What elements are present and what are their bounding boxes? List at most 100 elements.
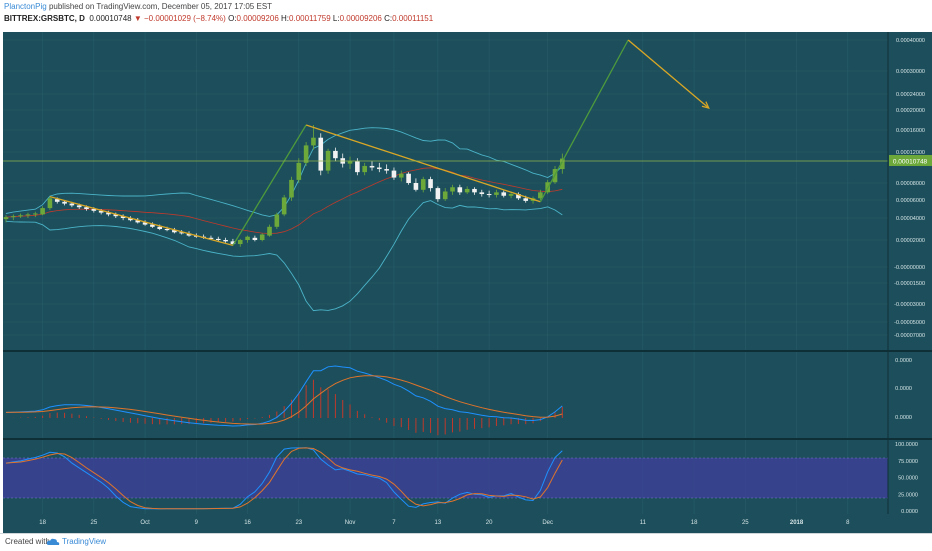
candle xyxy=(457,184,463,195)
stoch-band xyxy=(3,458,888,498)
stoch-tick-label: 25.0000 xyxy=(898,492,918,498)
stochastic-lines xyxy=(5,447,563,510)
price-tick-label: -0.00007000 xyxy=(894,333,925,339)
candle xyxy=(172,227,177,234)
time-axis[interactable]: 18 25 Oct 9 16 23 Nov 7 13 20 Dec 11 18 25 2018 8 xyxy=(39,520,850,526)
candle xyxy=(3,215,9,223)
trend-line[interactable] xyxy=(539,39,629,203)
price-axis[interactable]: 0.00040000 0.00030000 0.00024000 0.00020000… xyxy=(894,38,925,515)
last-price: 0.00010748 xyxy=(89,14,132,23)
chart-header: PlanctonPig published on TradingView.com… xyxy=(0,0,932,30)
candle xyxy=(289,176,294,201)
candle xyxy=(501,190,507,198)
macd-tick-label: 0.0000 xyxy=(895,358,912,364)
author-link[interactable]: PlanctonPig xyxy=(4,2,47,11)
time-tick-label: 8 xyxy=(846,520,850,526)
bollinger-lower xyxy=(5,200,563,312)
grid-lines xyxy=(3,32,888,514)
price-tick-label: 0.00004000 xyxy=(896,216,925,222)
trend-line[interactable] xyxy=(232,124,307,246)
price-tick-label: 0.00016000 xyxy=(896,128,925,134)
open-value: 0.00009206 xyxy=(236,14,279,23)
low-label: L: xyxy=(332,14,340,23)
price-tick-label: 0.00008000 xyxy=(896,181,925,187)
axis-background xyxy=(888,32,932,514)
price-tick-label: -0.00003000 xyxy=(894,302,925,308)
candle xyxy=(538,189,543,200)
candle xyxy=(333,147,338,162)
price-chart[interactable]: 0.00040000 0.00030000 0.00024000 0.00020000… xyxy=(0,30,932,533)
signal-line xyxy=(5,375,563,425)
footer: Created with TradingView xyxy=(0,533,932,551)
tradingview-brand[interactable]: TradingView xyxy=(62,537,107,546)
stoch-d-line xyxy=(5,447,563,510)
symbol-label[interactable]: BITTREX:GRSBTC, D xyxy=(4,14,85,23)
time-tick-label: 25 xyxy=(742,520,749,526)
tradingview-cloud-icon xyxy=(46,538,60,545)
candle xyxy=(135,218,141,224)
candle xyxy=(252,235,258,242)
stoch-tick-label: 0.0000 xyxy=(901,509,918,515)
candle xyxy=(362,162,367,176)
stoch-tick-label: 100.0000 xyxy=(895,442,918,448)
candle xyxy=(32,211,38,218)
time-tick-label: 25 xyxy=(90,520,97,526)
candle xyxy=(420,176,426,193)
candle xyxy=(398,170,404,182)
trend-line[interactable] xyxy=(305,124,541,203)
price-tick-label: 0.00006000 xyxy=(896,198,925,204)
candle xyxy=(128,216,133,222)
candle xyxy=(18,213,23,218)
stoch-tick-label: 50.0000 xyxy=(898,476,918,482)
candle xyxy=(303,142,309,166)
price-tick-label: 0.00024000 xyxy=(896,92,925,98)
time-axis-background xyxy=(3,514,932,533)
trend-arrow-head xyxy=(701,101,710,109)
candle xyxy=(472,187,477,195)
candle xyxy=(442,188,448,201)
open-label: O: xyxy=(228,14,237,23)
candle xyxy=(245,235,250,243)
trend-lines[interactable] xyxy=(49,39,710,247)
candle xyxy=(120,214,126,221)
candle xyxy=(384,164,389,174)
price-tick-label: -0.00005000 xyxy=(894,320,925,326)
time-tick-label: 20 xyxy=(486,520,493,526)
price-tick-label: -0.00000000 xyxy=(894,265,925,271)
current-price-tag xyxy=(889,155,932,166)
stoch-tick-label: 75.0000 xyxy=(898,459,918,465)
price-tick-label: 0.00020000 xyxy=(896,108,925,114)
stoch-k-line xyxy=(5,447,563,510)
candle xyxy=(40,206,45,216)
candle xyxy=(215,236,221,242)
candle xyxy=(318,133,324,176)
trend-line[interactable] xyxy=(49,195,234,247)
candle xyxy=(494,189,499,198)
high-value: 0.00011759 xyxy=(289,14,331,23)
price-tick-label: 0.00002000 xyxy=(896,238,925,244)
price-tick-label: 0.00040000 xyxy=(896,38,925,44)
candle xyxy=(450,184,455,195)
price-tick-label: 0.00012000 xyxy=(896,150,925,156)
low-value: 0.00009206 xyxy=(339,14,382,23)
candle xyxy=(479,189,485,197)
candle xyxy=(435,186,441,202)
time-tick-label: 13 xyxy=(435,520,442,526)
candle xyxy=(413,178,419,192)
trend-line[interactable] xyxy=(627,39,710,109)
candle xyxy=(347,156,353,170)
time-tick-label: 2018 xyxy=(790,520,804,526)
candle xyxy=(267,224,272,237)
candle xyxy=(428,176,433,192)
publish-text: published on TradingView.com, December 0… xyxy=(48,2,273,11)
candle xyxy=(281,194,287,217)
price-tick-label: 0.00030000 xyxy=(896,69,925,75)
candle xyxy=(369,161,375,171)
close-value: 0.00011151 xyxy=(392,14,434,23)
high-label: H: xyxy=(281,14,290,23)
candle xyxy=(11,214,16,221)
price-change: ▼ −0.00001029 (−8.74%) xyxy=(133,14,226,23)
candle xyxy=(377,162,382,173)
candle xyxy=(486,190,492,198)
time-tick-label: 16 xyxy=(244,520,251,526)
